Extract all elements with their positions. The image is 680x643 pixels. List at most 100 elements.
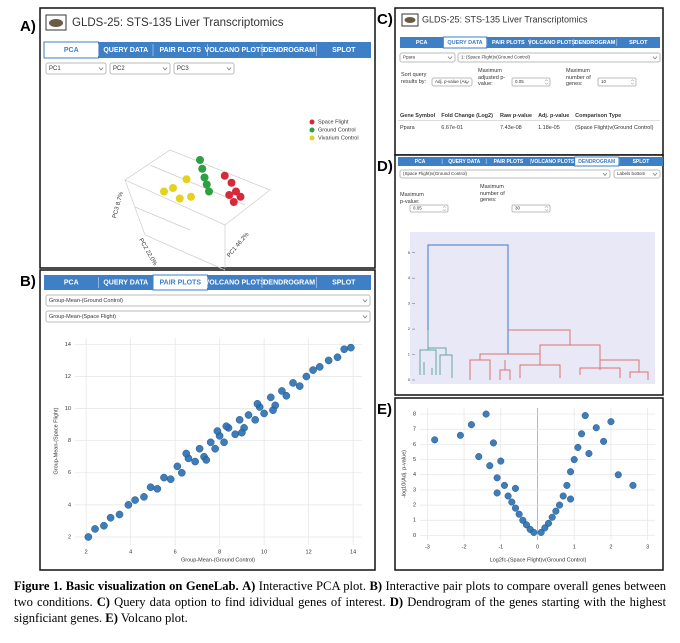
y-tick-label: 3 <box>413 487 416 493</box>
select-value: Ppara <box>403 55 416 60</box>
point <box>581 412 589 420</box>
point <box>600 437 608 445</box>
tab-label[interactable]: QUERY DATA <box>447 40 482 46</box>
point <box>578 430 586 438</box>
select-value: Group-Mean-(Space Flight) <box>49 314 116 320</box>
tab-label[interactable]: SPLOT <box>332 279 356 286</box>
tab-label[interactable]: PAIR PLOTS <box>492 40 525 46</box>
tab-label[interactable]: PAIR PLOTS <box>494 159 524 165</box>
select-box[interactable] <box>399 169 611 179</box>
x-tick-label: 6 <box>174 549 177 555</box>
tab-label[interactable]: QUERY DATA <box>448 159 480 165</box>
point <box>166 475 175 484</box>
point <box>206 438 215 447</box>
tab-label[interactable]: SPLOT <box>629 40 648 46</box>
tab-label[interactable]: VOLCANO PLOTS <box>205 279 266 286</box>
tab-label[interactable]: PCA <box>64 279 79 286</box>
caption-marker: D) <box>389 595 404 609</box>
point <box>537 528 545 536</box>
pca-point <box>229 198 238 206</box>
pca-point <box>200 173 209 182</box>
table-row: Ppara 6.67e-01 7.43e-08 1.18e-05 (Space Flig… <box>398 121 660 136</box>
column-header: Adj. p-value <box>536 112 574 121</box>
tab-label[interactable]: QUERY DATA <box>103 47 148 54</box>
point <box>493 474 501 482</box>
point <box>324 356 333 365</box>
select-box[interactable] <box>399 52 456 63</box>
select-box[interactable] <box>45 62 107 75</box>
x-tick-label: 4 <box>129 549 132 555</box>
point <box>253 399 262 408</box>
point <box>607 418 615 426</box>
pvalue-label: Maximum adjusted p-value: <box>478 68 506 87</box>
y-tick-label: 6 <box>413 442 416 448</box>
point <box>124 501 133 509</box>
caption-text: Query data option to find idividual gene… <box>114 595 386 609</box>
select-arrow <box>362 299 368 303</box>
select-box[interactable] <box>45 310 371 323</box>
point <box>508 498 516 506</box>
select-value: Labels bottom <box>617 171 646 176</box>
point <box>548 513 556 521</box>
tab-label[interactable]: VOLCANO PLOTS <box>205 47 266 54</box>
select-box[interactable] <box>613 169 661 179</box>
tab-label[interactable]: VOLCANO PLOTS <box>531 159 575 165</box>
pca-point <box>225 191 234 199</box>
point <box>567 468 575 476</box>
select-arrow <box>362 315 368 319</box>
point <box>251 416 260 424</box>
tab-label[interactable]: DENDROGRAM <box>263 279 315 286</box>
select-box[interactable] <box>173 62 235 75</box>
point <box>431 436 439 444</box>
input-box[interactable] <box>511 204 551 213</box>
point <box>333 353 342 362</box>
y-axis-label: Group-Mean-(Space Flight) <box>53 407 59 474</box>
select-box[interactable] <box>431 77 473 87</box>
point <box>489 439 497 447</box>
tab-label[interactable]: QUERY DATA <box>103 279 148 286</box>
tab-label[interactable]: PCA <box>64 47 79 54</box>
caption-marker: B) <box>369 579 383 593</box>
point <box>278 387 286 395</box>
tab-label[interactable]: SPLOT <box>332 47 356 54</box>
tab-label[interactable]: VOLCANO PLOTS <box>528 40 576 46</box>
spinner <box>544 205 549 212</box>
point <box>559 492 567 500</box>
point <box>504 492 512 500</box>
input-box[interactable] <box>511 77 551 87</box>
select-box[interactable] <box>457 52 661 63</box>
x-axis-label: Log2fc-(Space Flight)v(Ground Control) <box>490 557 587 563</box>
select-box[interactable] <box>45 294 371 307</box>
tab-label[interactable]: PAIR PLOTS <box>160 279 202 286</box>
tab-label[interactable]: SPLOT <box>633 159 650 165</box>
point <box>530 528 538 536</box>
point <box>315 363 324 371</box>
tab-label[interactable]: PCA <box>415 159 426 165</box>
pvalue-label: Maximum p-value: <box>400 192 424 205</box>
x-tick-label: -3 <box>425 544 430 550</box>
y-axis-label: -log10(Adj. p-value) <box>401 450 407 498</box>
select-arrow <box>464 80 470 85</box>
select-value: Adj. p-value (As <box>435 79 468 84</box>
tab-label[interactable]: DENDROGRAM <box>575 40 616 46</box>
pca-point <box>220 171 229 180</box>
point <box>570 456 578 464</box>
pca-point <box>205 187 213 196</box>
input-box[interactable] <box>597 77 637 87</box>
legend-dot <box>309 127 315 133</box>
point <box>456 431 464 439</box>
select-arrow <box>652 172 658 177</box>
point <box>309 366 317 374</box>
point <box>231 430 239 439</box>
table-cell: 7.43e-08 <box>500 125 522 131</box>
tab-label[interactable]: PAIR PLOTS <box>160 47 202 54</box>
tab-label[interactable]: PCA <box>416 40 428 46</box>
input-box[interactable] <box>409 204 449 213</box>
select-box[interactable] <box>109 62 171 75</box>
point <box>266 393 275 402</box>
select-arrow <box>98 67 104 71</box>
tab-label[interactable]: DENDROGRAM <box>263 47 315 54</box>
point <box>211 444 219 453</box>
tab-label[interactable]: DENDROGRAM <box>578 159 615 165</box>
input-value: 30 <box>515 206 521 211</box>
